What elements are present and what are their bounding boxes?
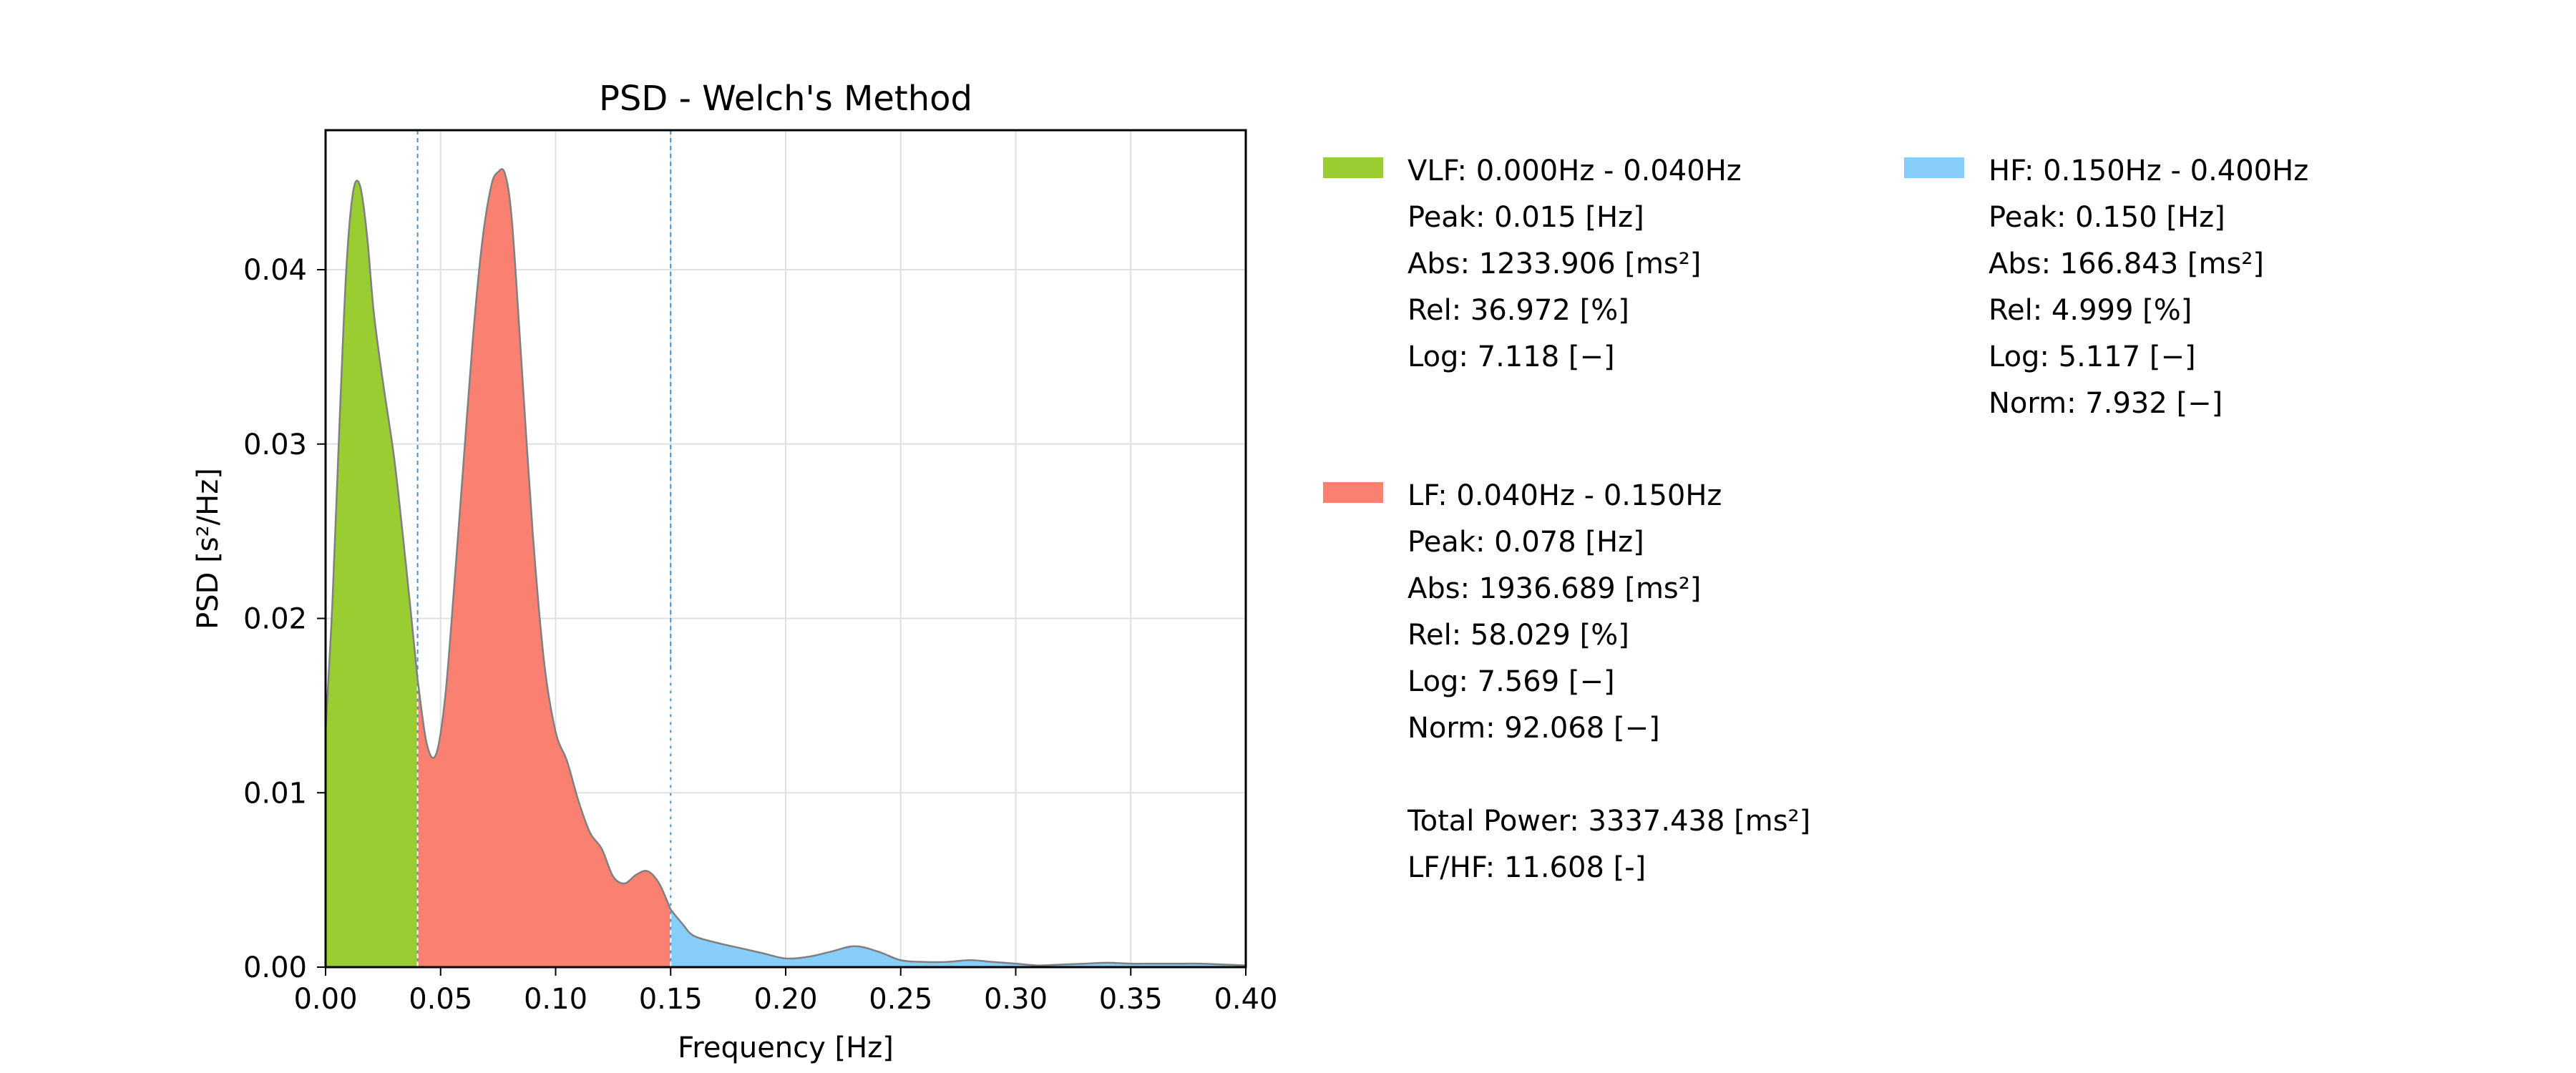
x-tick-label: 0.15: [639, 983, 703, 1016]
y-axis-ticks: 0.00 0.01 0.02 0.03 0.04: [243, 254, 326, 984]
x-tick-label: 0.10: [524, 983, 587, 1016]
x-tick-label: 0.40: [1214, 983, 1277, 1016]
x-tick-label: 0.35: [1099, 983, 1163, 1016]
x-axis-ticks: 0.00 0.05 0.10 0.15 0.20 0.25 0.30 0.35 0.40: [293, 967, 1278, 1016]
x-axis-label: Frequency [Hz]: [678, 1032, 894, 1064]
area-lf: [417, 169, 671, 967]
legend-lf-header: LF: 0.040Hz - 0.150Hz: [1407, 479, 1722, 512]
y-tick-label: 0.00: [243, 951, 307, 984]
band-dividers: [416, 130, 672, 967]
curve-hf: [670, 908, 1246, 966]
curve-vlf: [324, 180, 419, 733]
legend-lf-abs: Abs: 1936.689 [ms²]: [1407, 572, 1702, 605]
legend-hf-log: Log: 5.117 [−]: [1989, 340, 2196, 373]
y-tick-label: 0.01: [243, 777, 307, 810]
curve-lf: [416, 168, 672, 911]
legend-vlf-abs: Abs: 1233.906 [ms²]: [1407, 248, 1702, 280]
legend-lf-log: Log: 7.569 [−]: [1407, 665, 1615, 698]
legend-swatch-lf: [1323, 482, 1383, 503]
legend-vlf-header: VLF: 0.000Hz - 0.040Hz: [1407, 155, 1742, 187]
y-tick-label: 0.02: [243, 603, 307, 636]
legend-hf-header: HF: 0.150Hz - 0.400Hz: [1989, 155, 2309, 187]
y-tick-label: 0.04: [243, 254, 307, 287]
legend-vlf: VLF: 0.000Hz - 0.040Hz Peak: 0.015 [Hz] …: [1323, 148, 1742, 381]
x-tick-label: 0.25: [869, 983, 932, 1016]
legend-lf-peak: Peak: 0.078 [Hz]: [1407, 526, 1644, 559]
y-axis-label: PSD [s²/Hz]: [192, 468, 225, 629]
legend-hf-peak: Peak: 0.150 [Hz]: [1989, 201, 2225, 234]
legend-hf-norm: Norm: 7.932 [−]: [1989, 387, 2223, 420]
legend-vlf-log: Log: 7.118 [−]: [1407, 340, 1615, 373]
x-tick-label: 0.30: [984, 983, 1048, 1016]
psd-curve: [324, 168, 1246, 966]
legend-lf-hf-ratio: LF/HF: 11.608 [-]: [1407, 851, 1646, 884]
legend-lf-rel: Rel: 58.029 [%]: [1407, 619, 1629, 652]
band-areas: [326, 169, 1246, 967]
x-tick-label: 0.05: [409, 983, 472, 1016]
area-hf: [670, 909, 1246, 967]
legend-vlf-rel: Rel: 36.972 [%]: [1407, 294, 1629, 327]
legend-lf-norm: Norm: 92.068 [−]: [1407, 712, 1660, 745]
x-tick-label: 0.20: [753, 983, 817, 1016]
legend-total-power: Total Power: 3337.438 [ms²]: [1407, 805, 1811, 838]
legend-swatch-hf: [1904, 157, 1964, 178]
y-tick-label: 0.03: [243, 428, 307, 461]
x-tick-label: 0.00: [293, 983, 357, 1016]
area-vlf: [326, 180, 418, 967]
chart-title: PSD - Welch's Method: [599, 79, 972, 119]
legend-lf: LF: 0.040Hz - 0.150Hz Peak: 0.078 [Hz] A…: [1323, 473, 1811, 891]
legend-hf: HF: 0.150Hz - 0.400Hz Peak: 0.150 [Hz] A…: [1904, 148, 2309, 427]
legend-vlf-peak: Peak: 0.015 [Hz]: [1407, 201, 1644, 234]
legend-swatch-vlf: [1323, 157, 1383, 178]
legend-hf-rel: Rel: 4.999 [%]: [1989, 294, 2192, 327]
legend-hf-abs: Abs: 166.843 [ms²]: [1989, 248, 2264, 280]
